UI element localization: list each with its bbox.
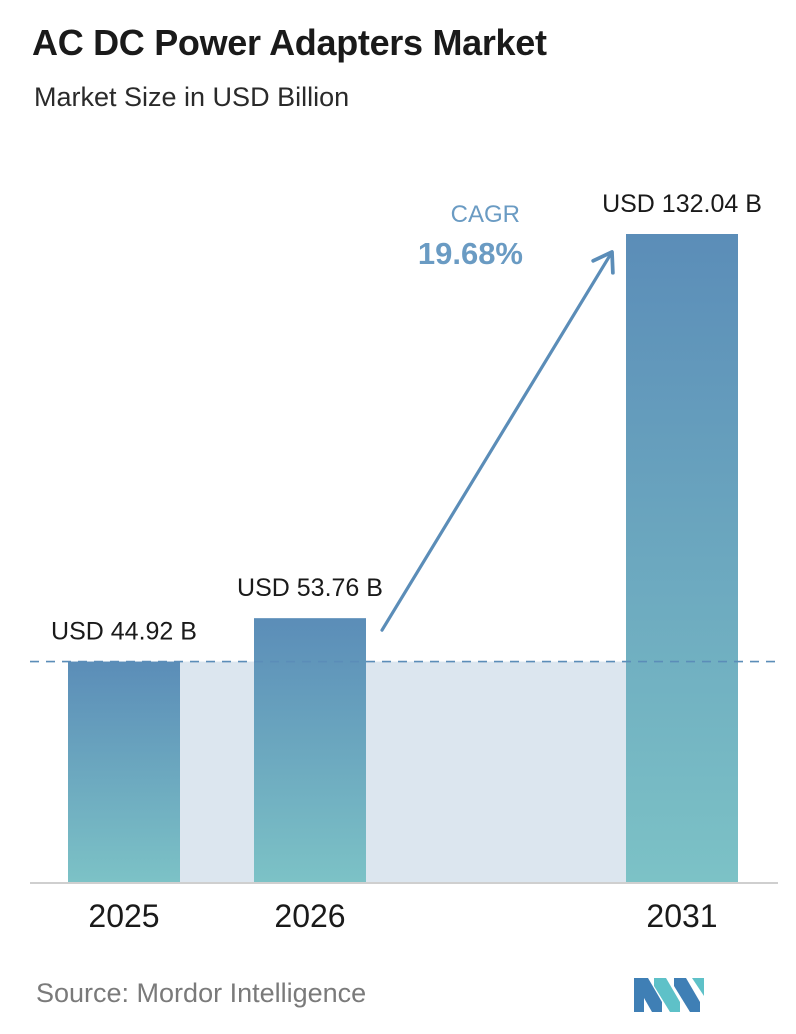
bar-layer (68, 234, 738, 882)
value-label-2025: USD 44.92 B (51, 618, 197, 646)
category-label-2031: 2031 (646, 898, 717, 934)
bar-2026 (254, 618, 366, 882)
cagr-value: 19.68% (418, 236, 523, 271)
bar-2031 (626, 234, 738, 882)
category-label-2025: 2025 (88, 898, 159, 934)
chart-title: AC DC Power Adapters Market (32, 22, 547, 63)
label-layer: USD 44.92 B 2025 USD 53.76 B 2026 USD 132.04… (51, 190, 762, 934)
cagr-arrow (380, 250, 615, 632)
bar-2025 (68, 661, 180, 882)
chart-subtitle: Market Size in USD Billion (34, 82, 350, 112)
cagr-label: CAGR (451, 201, 520, 228)
category-label-2026: 2026 (274, 898, 345, 934)
source-text: Source: Mordor Intelligence (36, 978, 367, 1008)
value-label-2031: USD 132.04 B (602, 190, 762, 218)
mordor-intelligence-logo-icon (634, 978, 704, 1012)
value-label-2026: USD 53.76 B (237, 574, 383, 602)
